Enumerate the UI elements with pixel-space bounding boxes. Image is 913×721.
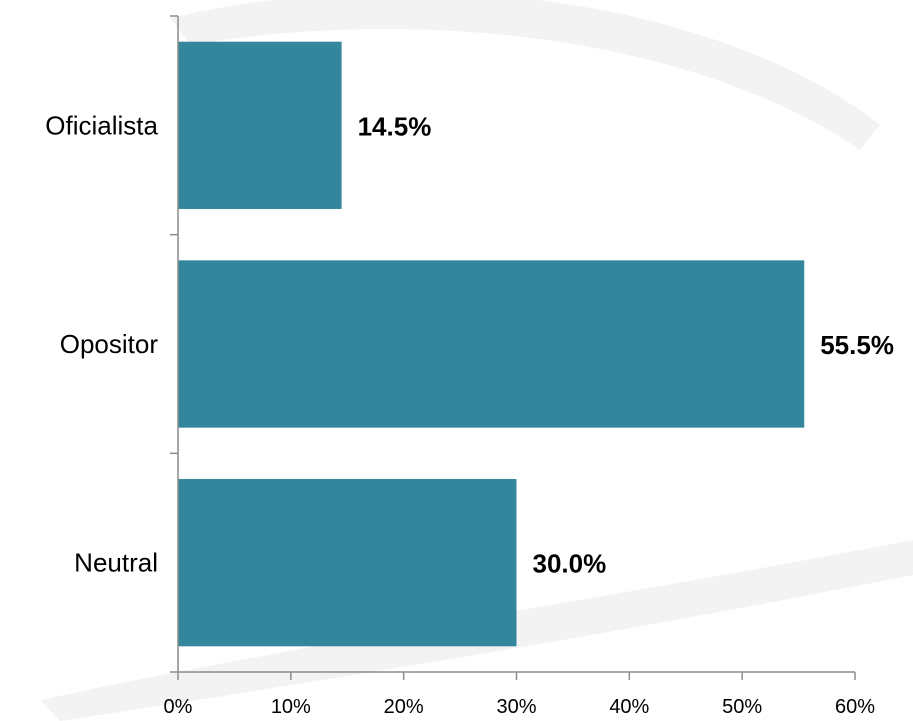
data-label: 30.0% [533, 549, 607, 579]
category-label: Neutral [74, 548, 158, 578]
data-label: 55.5% [820, 330, 894, 360]
bar-neutral [178, 479, 517, 647]
x-tick-label: 60% [835, 696, 875, 718]
bars-group [178, 41, 805, 647]
x-tick-label: 0% [164, 696, 193, 718]
bar-oficialista [178, 41, 342, 209]
labels-group: 0% 10% 20% 30% 40% 50% 60% Oficialista 14.5% Opos… [45, 110, 894, 718]
category-label: Oficialista [45, 110, 158, 140]
bar-opositor [178, 260, 805, 428]
x-tick-label: 30% [496, 696, 536, 718]
x-tick-label: 20% [384, 696, 424, 718]
data-label: 14.5% [358, 111, 432, 141]
x-tick-label: 50% [722, 696, 762, 718]
x-tick-label: 40% [609, 696, 649, 718]
x-tick-label: 10% [271, 696, 311, 718]
watermark-swoosh-top [170, 0, 880, 150]
category-label: Opositor [60, 329, 159, 359]
ticks-group [170, 15, 856, 680]
